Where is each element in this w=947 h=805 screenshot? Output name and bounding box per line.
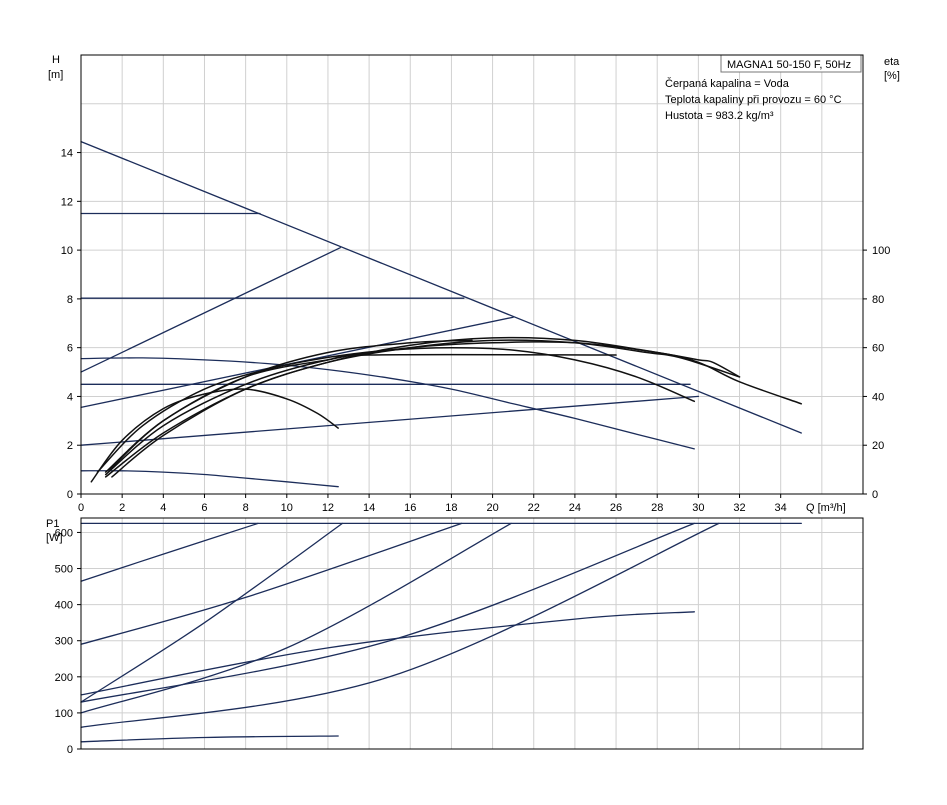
info-line-fluid: Čerpaná kapalina = Voda xyxy=(665,77,790,90)
x-tick-label: 6 xyxy=(201,502,207,514)
y2-tick-label: 20 xyxy=(872,440,884,452)
x-tick-label: 16 xyxy=(404,502,416,514)
head-curve-8 xyxy=(80,470,339,488)
x-tick-label: 14 xyxy=(363,502,375,514)
x-tick-label: 24 xyxy=(569,502,581,514)
y-tick-label: 500 xyxy=(55,564,73,576)
power-curve-1 xyxy=(80,522,259,582)
head-curves xyxy=(80,140,802,488)
power-curve-4 xyxy=(80,522,512,714)
head-curve-4 xyxy=(80,247,341,373)
x-tick-label: 10 xyxy=(281,502,293,514)
head-curve-7 xyxy=(80,357,695,450)
chart-title: MAGNA1 50-150 F, 50Hz xyxy=(727,59,851,71)
power-curve-3 xyxy=(80,522,463,645)
power-curve-7 xyxy=(80,522,720,728)
efficiency-curve-2 xyxy=(104,341,803,476)
info-line-density: Hustota = 983.2 kg/m³ xyxy=(665,110,774,122)
y2-tick-label: 60 xyxy=(872,343,884,355)
y-tick-label: 0 xyxy=(67,744,73,756)
x-tick-label: 4 xyxy=(160,502,166,514)
x-tick-label: 34 xyxy=(775,502,787,514)
x-tick-label: 2 xyxy=(119,502,125,514)
power-curve-6 xyxy=(80,522,695,703)
y-tick-label: 6 xyxy=(67,343,73,355)
y-axis-unit-power: [W] xyxy=(46,532,63,544)
x-tick-label: 12 xyxy=(322,502,334,514)
info-line-temperature: Teplota kapaliny při provozu = 60 °C xyxy=(665,94,842,106)
x-tick-label: 8 xyxy=(243,502,249,514)
y-axis-label-head: H xyxy=(52,54,60,66)
y-tick-label: 600 xyxy=(55,527,73,539)
y-tick-label: 2 xyxy=(67,440,73,452)
efficiency-curve-5 xyxy=(104,353,617,473)
y-axis-label-power: P1 xyxy=(46,518,59,530)
head-curve-0 xyxy=(80,140,802,434)
y2-axis-unit-eta: [%] xyxy=(884,70,900,82)
power-curve-2 xyxy=(80,522,344,703)
y-axis-unit-head: [m] xyxy=(48,69,63,81)
head-curve-6 xyxy=(80,395,700,446)
power-curve-5 xyxy=(80,611,695,696)
y-tick-label: 12 xyxy=(61,196,73,208)
efficiency-curve-4 xyxy=(111,336,741,478)
efficiency-curve-0 xyxy=(90,388,339,483)
y2-tick-label: 100 xyxy=(872,245,890,257)
bottom-grid xyxy=(81,518,863,749)
y-tick-label: 200 xyxy=(55,672,73,684)
power-curves xyxy=(80,522,802,743)
y-tick-label: 4 xyxy=(67,391,73,403)
top-grid xyxy=(81,55,863,494)
x-tick-label: 0 xyxy=(78,502,84,514)
top-ticks: 0 2 4 6 8 10 12 14 16 18 20 22 24 26 28 30 32 34024681012… xyxy=(61,148,891,514)
efficiency-curve-6 xyxy=(109,339,473,471)
plot-frames xyxy=(80,54,864,750)
y-tick-label: 14 xyxy=(61,148,73,160)
x-tick-label: 22 xyxy=(528,502,540,514)
x-tick-label: 20 xyxy=(486,502,498,514)
x-axis-label: Q [m³/h] xyxy=(806,502,846,514)
y-tick-label: 8 xyxy=(67,294,73,306)
x-tick-label: 28 xyxy=(651,502,663,514)
efficiency-curve-3 xyxy=(104,339,741,478)
y-tick-label: 100 xyxy=(55,708,73,720)
efficiency-curve-1 xyxy=(96,346,696,473)
x-tick-label: 26 xyxy=(610,502,622,514)
x-tick-label: 30 xyxy=(692,502,704,514)
x-tick-label: 18 xyxy=(445,502,457,514)
top-plot-frame xyxy=(80,54,864,495)
y2-tick-label: 40 xyxy=(872,391,884,403)
y-tick-label: 400 xyxy=(55,600,73,612)
efficiency-curves xyxy=(90,336,803,483)
y-tick-label: 300 xyxy=(55,636,73,648)
power-curve-8 xyxy=(80,735,339,743)
y-tick-label: 10 xyxy=(61,245,73,257)
bottom-plot-frame xyxy=(80,517,864,750)
y2-tick-label: 0 xyxy=(872,489,878,501)
y2-tick-label: 80 xyxy=(872,294,884,306)
y-tick-label: 0 xyxy=(67,489,73,501)
y2-axis-label-eta: eta xyxy=(884,56,900,68)
x-tick-label: 32 xyxy=(733,502,745,514)
bottom-ticks: 0 100 200 300 400 500 600 xyxy=(55,527,81,756)
